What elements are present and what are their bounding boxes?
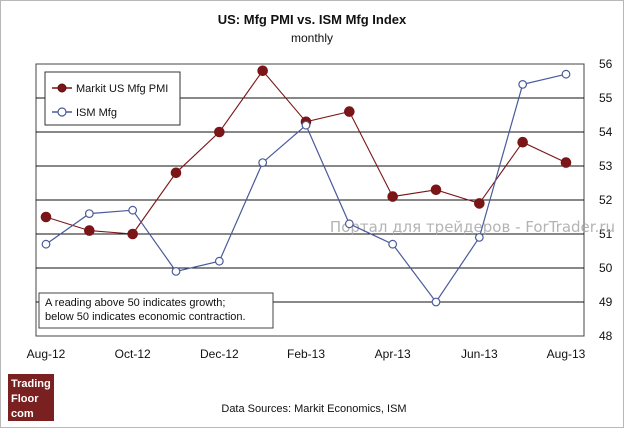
annotation-line-1: A reading above 50 indicates growth; bbox=[45, 297, 225, 309]
logo-background bbox=[8, 374, 54, 421]
y-tick-label: 52 bbox=[599, 193, 613, 207]
logo-line-2: Floor bbox=[11, 393, 39, 405]
x-tick-label: Jun-13 bbox=[461, 347, 498, 361]
data-point-ism-dec-12 bbox=[214, 256, 224, 266]
data-point-ism-oct-12 bbox=[128, 205, 138, 215]
trading-floor-logo: Trading Floor com bbox=[8, 374, 54, 421]
legend: Markit US Mfg PMI ISM Mfg bbox=[44, 71, 181, 126]
data-point-ism-may-13 bbox=[431, 297, 441, 307]
chart-subtitle: monthly bbox=[291, 31, 333, 45]
x-tick-label: Feb-13 bbox=[287, 347, 325, 361]
data-point-ism-nov-12 bbox=[171, 267, 181, 276]
data-point-markit-jul-13 bbox=[517, 136, 528, 148]
x-tick-label: Oct-12 bbox=[115, 347, 151, 361]
annotation-line-2: below 50 indicates economic contraction. bbox=[45, 311, 246, 323]
legend-box bbox=[44, 71, 181, 126]
y-tick-label: 48 bbox=[599, 329, 613, 343]
data-point-ism-aug-12 bbox=[41, 239, 51, 249]
data-point-ism-feb-13 bbox=[301, 120, 311, 130]
legend-label-ism: ISM Mfg bbox=[76, 107, 117, 119]
data-point-markit-dec-12 bbox=[214, 126, 225, 138]
data-point-markit-nov-12 bbox=[170, 167, 182, 179]
y-tick-label: 56 bbox=[599, 57, 613, 71]
logo-line-3: com bbox=[11, 408, 34, 420]
data-point-markit-oct-12 bbox=[127, 228, 138, 240]
data-point-markit-aug-12 bbox=[40, 211, 52, 223]
legend-label-markit: Markit US Mfg PMI bbox=[76, 83, 168, 95]
legend-marker-ism bbox=[57, 107, 67, 117]
data-point-markit-jan-13 bbox=[257, 65, 268, 77]
y-tick-label: 53 bbox=[599, 159, 613, 173]
data-source-text: Data Sources: Markit Economics, ISM bbox=[221, 403, 406, 415]
chart-title: US: Mfg PMI vs. ISM Mfg Index bbox=[218, 12, 407, 27]
watermark-text: Портал для трейдеров - ForTrader.ru bbox=[330, 218, 615, 236]
data-point-markit-sep-12 bbox=[84, 225, 95, 236]
data-point-ism-aug-13 bbox=[561, 69, 571, 79]
data-point-markit-jun-13 bbox=[474, 198, 485, 209]
data-point-ism-mar-13 bbox=[344, 219, 354, 229]
legend-marker-markit bbox=[57, 83, 67, 93]
y-tick-label: 54 bbox=[599, 125, 613, 139]
x-tick-label: Aug-12 bbox=[27, 347, 66, 361]
data-point-ism-jan-13 bbox=[258, 158, 268, 168]
x-tick-label: Aug-13 bbox=[547, 347, 586, 361]
annotation-border bbox=[38, 292, 274, 329]
y-tick-label: 55 bbox=[599, 91, 613, 105]
x-tick-label: Dec-12 bbox=[200, 347, 239, 361]
data-point-markit-aug-13 bbox=[560, 157, 572, 168]
x-tick-label: Apr-13 bbox=[375, 347, 411, 361]
data-point-ism-jul-13 bbox=[518, 79, 528, 89]
data-point-markit-apr-13 bbox=[387, 191, 398, 202]
y-tick-label: 49 bbox=[599, 295, 613, 309]
annotation-box: A reading above 50 indicates growth; bel… bbox=[38, 292, 274, 329]
y-tick-label: 50 bbox=[599, 261, 613, 275]
data-point-markit-may-13 bbox=[430, 184, 442, 196]
data-point-markit-mar-13 bbox=[344, 106, 355, 117]
data-point-ism-sep-12 bbox=[84, 209, 94, 219]
data-point-ism-apr-13 bbox=[388, 239, 398, 249]
y-tick-label: 51 bbox=[599, 227, 613, 241]
x-axis-labels: Aug-12 Oct-12 Dec-12 Feb-13 Apr-13 Jun-13 Aug-… bbox=[27, 347, 586, 361]
logo-line-1: Trading bbox=[11, 378, 51, 390]
series-layer bbox=[40, 65, 572, 307]
y-axis-labels: 48 49 50 51 52 53 54 55 56 bbox=[599, 57, 613, 343]
data-point-ism-jun-13 bbox=[474, 232, 484, 242]
